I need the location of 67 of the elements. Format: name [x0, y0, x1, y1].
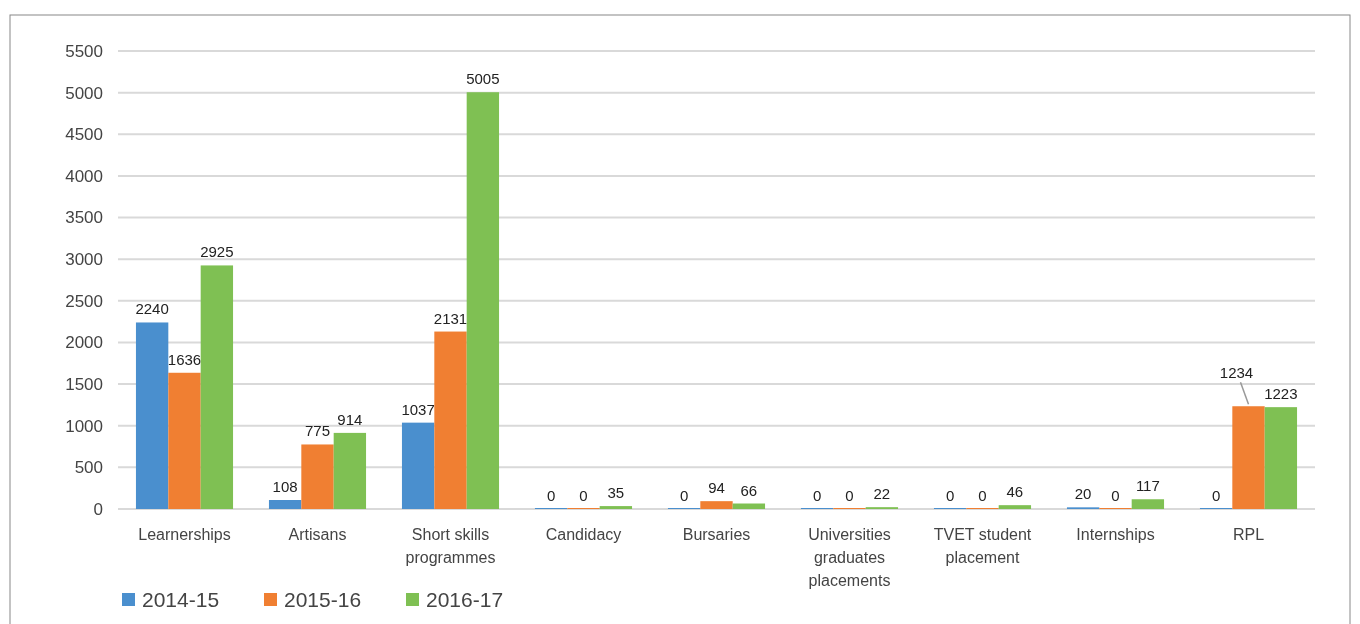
y-tick-label: 2500: [65, 291, 103, 311]
bar: [1232, 406, 1265, 509]
y-tick-label: 500: [74, 458, 103, 478]
x-tick-label: Bursaries: [682, 526, 751, 543]
data-label: 0: [679, 487, 689, 504]
data-label: 0: [845, 487, 854, 504]
data-label: 0: [579, 487, 588, 504]
bar: [333, 432, 367, 509]
x-tick-label: Candidacy: [545, 526, 622, 543]
y-tick-label: 4500: [65, 125, 103, 145]
data-label: 117: [1135, 477, 1160, 495]
x-tick-label: Universities graduates placements: [808, 526, 891, 589]
bar: [700, 501, 733, 509]
data-label: 2925: [200, 243, 234, 261]
y-tick-label: 1500: [65, 375, 103, 395]
y-tick-label: 5500: [65, 41, 103, 61]
bar: [401, 422, 435, 509]
data-label: 108: [272, 478, 298, 496]
x-tick-label: TVET student placement: [933, 526, 1032, 566]
data-label: 0: [978, 487, 987, 504]
data-label: 1234: [1219, 364, 1254, 382]
bar: [466, 92, 500, 509]
y-tick-label: 0: [93, 499, 103, 519]
data-label: 0: [812, 487, 822, 504]
x-tick-label: RPL: [1232, 526, 1265, 543]
data-label: 22: [873, 485, 891, 503]
x-tick-label: Learnerships: [138, 526, 231, 543]
data-label: 0: [945, 487, 955, 504]
data-label: 1037: [401, 400, 435, 418]
data-label: 0: [1111, 487, 1120, 504]
data-label: 914: [337, 410, 363, 428]
data-label: 0: [1211, 487, 1221, 504]
data-label: 2131: [433, 309, 468, 327]
y-tick-label: 1000: [65, 416, 103, 436]
legend-label: 2015-16: [284, 588, 362, 611]
data-label: 94: [708, 479, 725, 497]
data-label: 1223: [1264, 385, 1298, 403]
data-label: 0: [546, 487, 556, 504]
bar: [998, 505, 1032, 509]
legend-label: 2016-17: [426, 588, 504, 611]
y-tick-label: 3000: [65, 250, 103, 270]
data-label: 775: [304, 422, 331, 440]
data-label: 2240: [135, 300, 169, 318]
x-tick-label: Internships: [1076, 526, 1155, 543]
data-label: 35: [607, 484, 625, 502]
bar: [434, 331, 467, 509]
data-label: 20: [1074, 485, 1092, 503]
y-tick-label: 3500: [65, 208, 103, 228]
y-tick-label: 5000: [65, 83, 103, 103]
bar: [135, 322, 169, 509]
bar: [732, 503, 766, 509]
bar: [1264, 407, 1298, 509]
bar: [168, 372, 201, 509]
x-tick-label: Short skills programmes: [405, 526, 496, 566]
data-label: 66: [740, 481, 758, 499]
bar: [200, 265, 234, 509]
data-label: 46: [1006, 483, 1024, 501]
bar: [599, 506, 633, 509]
data-label: 1636: [167, 350, 202, 368]
bar: [1131, 499, 1165, 509]
x-tick-label: Artisans: [288, 526, 347, 543]
bar: [301, 444, 334, 509]
data-label: 5005: [466, 70, 500, 88]
y-tick-label: 4000: [65, 166, 103, 186]
legend-label: 2014-15: [142, 588, 220, 611]
y-tick-label: 2000: [65, 333, 103, 353]
bar: [268, 500, 302, 509]
